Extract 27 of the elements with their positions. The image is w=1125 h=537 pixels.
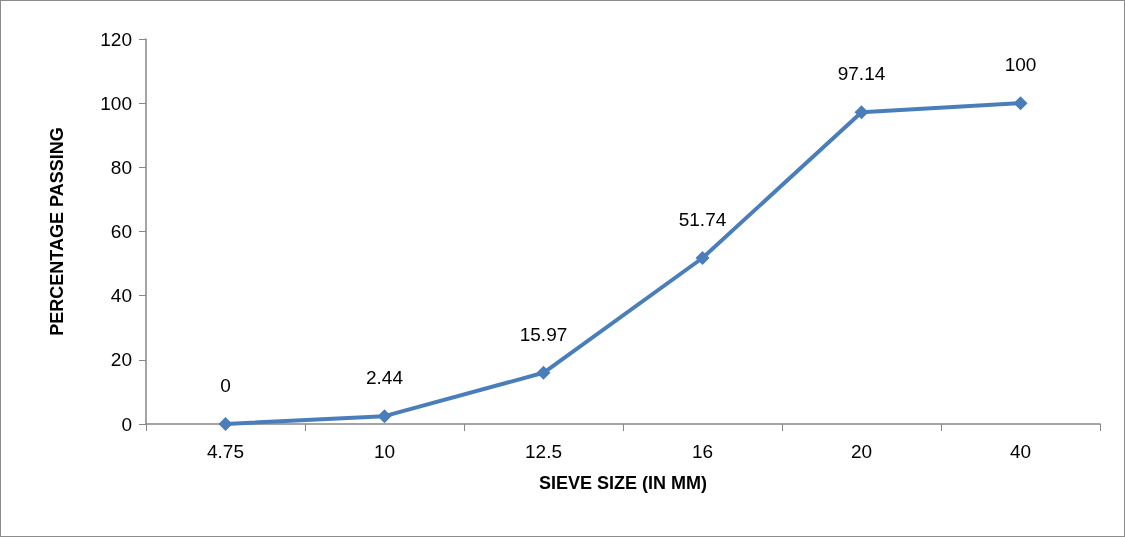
y-tick-label: 0: [121, 413, 132, 435]
x-axis-title: SIEVE SIZE (IN MM): [538, 473, 708, 493]
data-label: 15.97: [519, 323, 568, 345]
x-tick-label: 20: [850, 441, 873, 462]
y-tick-label: 40: [110, 285, 132, 307]
data-label: 100: [1004, 54, 1037, 76]
data-label: 51.74: [678, 209, 727, 230]
point: [536, 365, 551, 380]
y-axis-title: PERCENTAGE PASSING: [47, 127, 67, 336]
y-tick-label: 60: [110, 221, 132, 242]
x-tick-label: 16: [691, 441, 714, 462]
point: [854, 105, 869, 120]
point: [218, 417, 233, 431]
x-tick-label: 10: [373, 441, 396, 462]
y-tick-label: 120: [100, 28, 132, 50]
point: [377, 409, 392, 424]
y-tick-label: 80: [110, 156, 132, 178]
x-tick-label: 40: [1009, 441, 1032, 462]
data-label: 0: [220, 375, 231, 396]
point: [695, 251, 710, 265]
x-tick-label: 4.75: [207, 441, 244, 462]
point: [1013, 96, 1028, 111]
data-label: 97.14: [837, 63, 886, 85]
y-tick-label: 100: [100, 92, 132, 114]
y-tick-label: 20: [110, 349, 132, 371]
data-label: 2.44: [366, 367, 404, 389]
x-tick-label: 12.5: [525, 441, 562, 462]
